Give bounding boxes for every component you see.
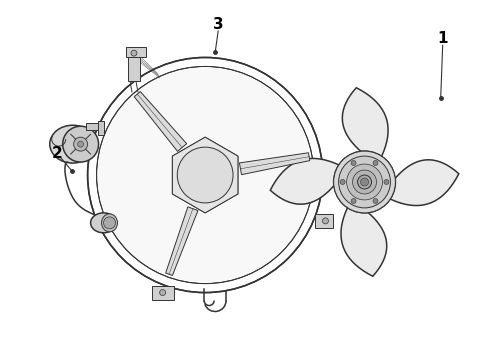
- Circle shape: [384, 180, 389, 184]
- Ellipse shape: [91, 213, 117, 233]
- Circle shape: [358, 175, 371, 189]
- Polygon shape: [240, 153, 310, 175]
- Circle shape: [103, 217, 116, 229]
- Circle shape: [340, 180, 345, 184]
- Bar: [316, 214, 333, 228]
- Circle shape: [63, 126, 98, 162]
- Text: 3: 3: [213, 17, 223, 32]
- Ellipse shape: [101, 214, 118, 232]
- Circle shape: [160, 289, 166, 296]
- Circle shape: [361, 178, 368, 186]
- Circle shape: [322, 218, 328, 224]
- Polygon shape: [166, 207, 198, 275]
- Circle shape: [334, 151, 395, 213]
- Bar: [152, 285, 173, 300]
- Circle shape: [97, 67, 314, 284]
- Bar: [98, 121, 103, 135]
- Polygon shape: [343, 88, 388, 161]
- Text: 2: 2: [52, 145, 62, 161]
- Polygon shape: [134, 91, 187, 152]
- Polygon shape: [386, 160, 459, 206]
- Polygon shape: [172, 137, 238, 213]
- Polygon shape: [145, 112, 275, 167]
- Circle shape: [346, 164, 383, 200]
- Polygon shape: [341, 203, 387, 276]
- Circle shape: [373, 198, 378, 203]
- Ellipse shape: [50, 125, 96, 163]
- Bar: [126, 47, 146, 57]
- Polygon shape: [270, 158, 343, 204]
- Circle shape: [351, 198, 356, 203]
- Circle shape: [177, 147, 233, 203]
- Circle shape: [74, 137, 88, 151]
- Circle shape: [77, 141, 84, 147]
- Circle shape: [177, 147, 233, 203]
- Text: 1: 1: [438, 31, 448, 46]
- Circle shape: [351, 161, 356, 166]
- Circle shape: [339, 156, 391, 208]
- Circle shape: [334, 151, 395, 213]
- Circle shape: [131, 50, 137, 56]
- Circle shape: [353, 170, 376, 194]
- Bar: [86, 123, 99, 130]
- Bar: [128, 51, 140, 81]
- Polygon shape: [172, 137, 238, 213]
- Circle shape: [373, 161, 378, 166]
